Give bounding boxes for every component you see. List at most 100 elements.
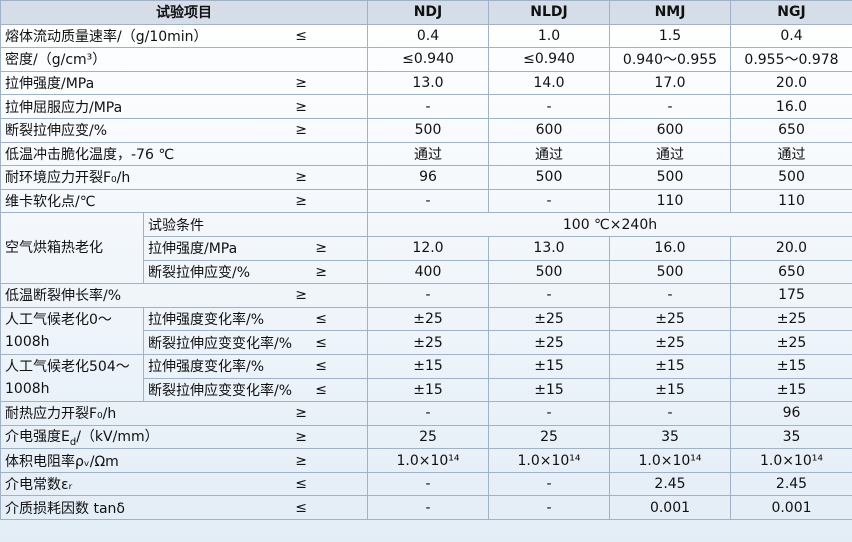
group-row: 断裂拉伸应变/% ≥400 500 500 650 <box>1 259 852 285</box>
value-cell: 0.001 <box>730 495 852 521</box>
row-label: 密度/（g/cm³） <box>0 47 368 72</box>
value-cell: - <box>367 188 489 214</box>
label-part: 介电强度E <box>5 429 70 446</box>
value-cell: 96 <box>367 165 489 190</box>
header-grade: NGJ <box>730 0 852 25</box>
value-cell: 通过 <box>609 141 731 167</box>
sign: ≤ <box>315 334 327 351</box>
sign: ≥ <box>295 122 307 139</box>
header-grade: NMJ <box>609 0 731 25</box>
value-cell: - <box>609 94 731 119</box>
value-cell: 0.4 <box>367 23 489 49</box>
value-cell: 通过 <box>730 141 852 167</box>
value-cell: 13.0 <box>367 70 489 96</box>
row-label: 耐热应力开裂F₀/h ≥ <box>0 401 368 426</box>
sign: ≥ <box>315 263 327 280</box>
label: 维卡软化点/℃ <box>5 194 96 211</box>
row-label: 介电强度Ed/（kV/mm） ≥ <box>0 424 368 450</box>
value-cell: - <box>367 283 489 308</box>
value-cell: ±25 <box>609 306 731 332</box>
row-label: 介电常数εᵣ ≤ <box>0 471 368 497</box>
group-row: 断裂拉伸应变变化率/% ≤ ±15 ±15 ±15 ±15 <box>1 377 852 403</box>
sign: ≥ <box>295 452 307 469</box>
value-cell: ±15 <box>730 377 852 403</box>
value-cell: - <box>367 495 489 521</box>
data-row: 密度/（g/cm³） ≤0.940 ≤0.940 0.940～0.955 0.955～0… <box>0 47 852 72</box>
data-row: 介质损耗因数 tanδ ≤ - -0.001 0.001 <box>0 495 852 521</box>
sign: ≥ <box>295 98 307 115</box>
value-cell: 通过 <box>367 141 489 167</box>
value-cell: ±25 <box>730 330 852 355</box>
value-cell: 1.0×10¹⁴ <box>609 448 731 473</box>
value-cell: 400 <box>367 259 489 285</box>
data-row: 拉伸屈服应力/MPa ≥ - - -16.0 <box>0 94 852 119</box>
data-row: 介电强度Ed/（kV/mm） ≥25 25 35 35 <box>0 424 852 450</box>
sign: ≤ <box>295 499 307 516</box>
sub-label: 拉伸强度/MPa ≥ <box>143 235 368 261</box>
group-label: 人工气候老化504～1008h <box>0 353 144 403</box>
label-part: d <box>69 436 77 448</box>
value-cell: 600 <box>609 117 731 143</box>
label: 断裂拉伸应变/% <box>5 123 108 140</box>
row-label: 介质损耗因数 tanδ ≤ <box>0 495 368 521</box>
value-cell: - <box>488 188 610 214</box>
header-grade: NLDJ <box>488 0 610 25</box>
value-cell: 110 <box>609 188 731 214</box>
value-cell: 500 <box>488 165 610 190</box>
value-cell: ±15 <box>488 377 610 403</box>
group-row: 人工气候老化0～1008h 拉伸强度变化率/% ≤ ±25 ±25 ±25 ±25 <box>0 306 852 355</box>
sign: ≥ <box>315 240 327 257</box>
sign: ≥ <box>295 405 307 422</box>
label: 耐环境应力开裂F₀/h <box>5 170 131 187</box>
sign: ≤ <box>315 381 327 398</box>
label: 体积电阻率ρᵥ/Ωm <box>5 453 119 470</box>
data-row: 低温冲击脆化温度，-76 ℃ 通过 通过 通过 通过 <box>0 141 852 167</box>
header-row: 试验项目 NDJ NLDJ NMJ NGJ <box>0 0 852 25</box>
value-cell: 96 <box>730 401 852 426</box>
sign: ≥ <box>295 193 307 210</box>
value-cell: 1.0×10¹⁴ <box>730 448 852 473</box>
data-row: 维卡软化点/℃ ≥ - -110 110 <box>0 188 852 214</box>
value-cell: ±15 <box>609 377 731 403</box>
value-cell: ±15 <box>367 353 489 379</box>
sign: ≥ <box>295 75 307 92</box>
row-label: 低温断裂伸长率/% ≥ <box>0 283 368 308</box>
value-cell: - <box>488 283 610 308</box>
label: 密度/（g/cm³） <box>5 52 107 69</box>
value-cell: 16.0 <box>609 235 731 261</box>
value-cell: 500 <box>367 117 489 143</box>
value-cell: ±25 <box>488 306 610 332</box>
spec-table: 试验项目 NDJ NLDJ NMJ NGJ 熔体流动质量速率/（g/10min） ≤0.4 1… <box>0 0 852 521</box>
label-part: /（kV/mm） <box>76 429 159 446</box>
value-cell: 500 <box>488 259 610 285</box>
value-cell: 1.5 <box>609 23 731 49</box>
label: 介电常数εᵣ <box>5 477 73 494</box>
value-cell: 0.940～0.955 <box>609 47 731 72</box>
value-cell: ±15 <box>609 353 731 379</box>
row-label: 拉伸屈服应力/MPa ≥ <box>0 94 368 119</box>
value-cell: 1.0×10¹⁴ <box>367 448 489 473</box>
group-row: 人工气候老化504～1008h 拉伸强度变化率/% ≤ ±15 ±15 ±15 ±15 <box>0 353 852 403</box>
value-cell: ±25 <box>730 306 852 332</box>
value-cell: ≤0.940 <box>367 47 489 72</box>
value-cell: 25 <box>488 424 610 450</box>
data-row: 耐环境应力开裂F₀/h ≥96 500 500 500 <box>0 165 852 190</box>
value-cell: 25 <box>367 424 489 450</box>
value-cell: 0.955～0.978 <box>730 47 852 72</box>
value-cell: 20.0 <box>730 235 852 261</box>
header-grade: NDJ <box>367 0 489 25</box>
data-row: 熔体流动质量速率/（g/10min） ≤0.4 1.0 1.5 0.4 <box>0 23 852 49</box>
value-cell: - <box>488 471 610 497</box>
value-cell: - <box>609 283 731 308</box>
value-cell: 600 <box>488 117 610 143</box>
sign: ≤ <box>315 311 327 328</box>
row-label: 断裂拉伸应变/% ≥ <box>0 117 368 143</box>
group-label: 人工气候老化0～1008h <box>0 306 144 355</box>
value-cell: 20.0 <box>730 70 852 96</box>
value-cell: - <box>488 495 610 521</box>
value-cell: 1.0×10¹⁴ <box>488 448 610 473</box>
data-row: 体积电阻率ρᵥ/Ωm ≥1.0×10¹⁴ 1.0×10¹⁴ 1.0×10¹⁴ 1.0×1… <box>0 448 852 473</box>
label: 熔体流动质量速率/（g/10min） <box>5 28 208 45</box>
value-cell: 2.45 <box>730 471 852 497</box>
